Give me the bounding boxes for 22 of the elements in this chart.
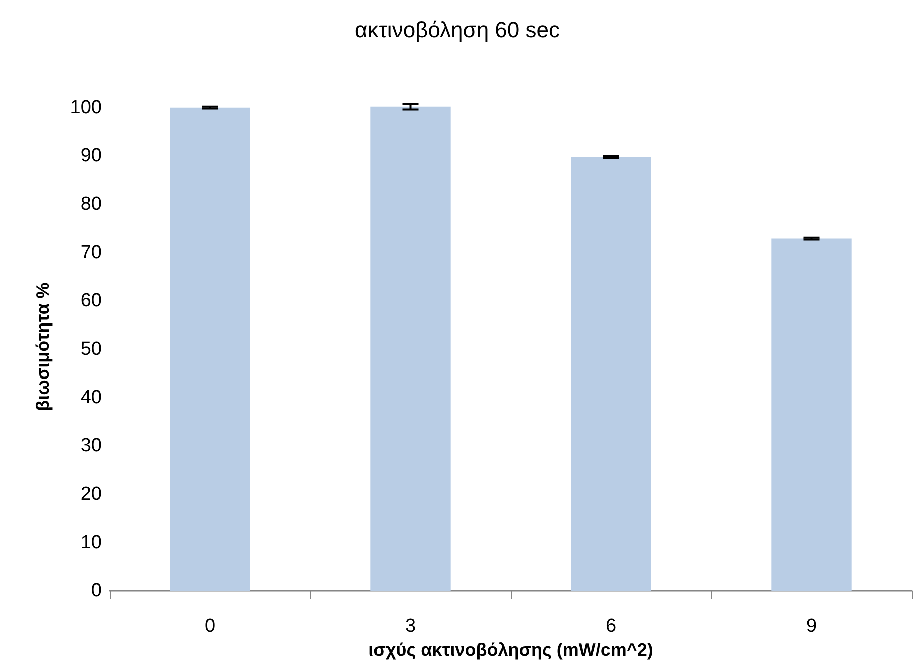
y-tick-label: 30 bbox=[80, 436, 102, 457]
bar bbox=[170, 108, 250, 592]
bar bbox=[370, 106, 451, 592]
y-tick-label: 80 bbox=[80, 194, 102, 215]
bar bbox=[571, 157, 652, 592]
y-tick-label: 60 bbox=[80, 290, 102, 312]
y-tick-label: 90 bbox=[80, 146, 102, 167]
chart-title: ακτινοβόληση 60 sec bbox=[355, 18, 560, 42]
y-tick-label: 50 bbox=[80, 338, 102, 360]
x-tick-label: 0 bbox=[204, 616, 216, 638]
y-axis-title: βιωσιμότητα % bbox=[33, 282, 53, 412]
y-tick-label: 100 bbox=[70, 97, 102, 118]
x-tick-label: 6 bbox=[606, 616, 617, 638]
y-tick-label: 10 bbox=[80, 532, 102, 554]
x-tick-label: 9 bbox=[806, 616, 818, 638]
y-tick-label: 0 bbox=[91, 580, 102, 602]
x-tick-label: 3 bbox=[405, 616, 416, 638]
x-axis-title: ισχύς ακτινοβόλησης (mW/cm^2) bbox=[368, 640, 654, 660]
y-tick-label: 20 bbox=[80, 484, 102, 505]
y-tick-label: 70 bbox=[80, 242, 102, 264]
y-tick-label: 40 bbox=[80, 387, 102, 408]
bar bbox=[772, 238, 852, 592]
